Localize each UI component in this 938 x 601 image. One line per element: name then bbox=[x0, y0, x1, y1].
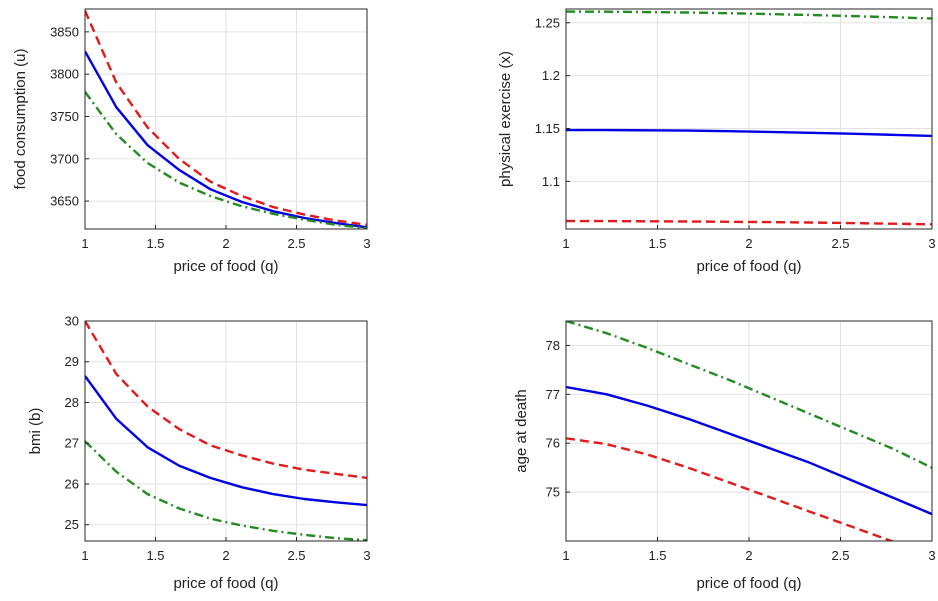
ticks: 1 1.5 2 2.5 3 75 76 77 78 bbox=[546, 338, 936, 563]
y-tick-label: 77 bbox=[546, 387, 560, 402]
x-tick-label: 2 bbox=[222, 236, 229, 251]
series-line-dashdot bbox=[85, 91, 367, 229]
x-tick-label: 2 bbox=[222, 548, 229, 563]
y-axis-label: physical exercise (x) bbox=[497, 51, 514, 187]
series-line-dashed bbox=[566, 219, 932, 226]
x-tick-label: 2.5 bbox=[831, 548, 849, 563]
x-tick-label: 1 bbox=[81, 236, 88, 251]
panel-food-consumption: 1 1.5 2 2.5 3 3650 3700 3750 3800 3850 price of f… bbox=[12, 8, 371, 275]
y-tick-label: 26 bbox=[65, 476, 79, 491]
ticks: 1 1.5 2 2.5 3 3650 3700 3750 3800 3850 bbox=[50, 24, 371, 251]
y-tick-label: 3650 bbox=[50, 194, 79, 209]
x-tick-label: 2 bbox=[745, 236, 752, 251]
y-axis-label: food consumption (u) bbox=[12, 49, 29, 190]
y-tick-label: 3850 bbox=[50, 24, 79, 39]
grid bbox=[565, 321, 933, 541]
y-tick-label: 1.2 bbox=[542, 68, 560, 83]
series-line-dashed bbox=[85, 321, 367, 480]
x-tick-label: 3 bbox=[928, 236, 935, 251]
x-tick-label: 3 bbox=[928, 548, 935, 563]
series-line-dashed bbox=[566, 437, 895, 541]
series-line-dashed bbox=[85, 10, 367, 226]
x-tick-label: 1.5 bbox=[648, 236, 666, 251]
x-tick-label: 1.5 bbox=[648, 548, 666, 563]
x-tick-label: 1.5 bbox=[146, 548, 164, 563]
x-tick-label: 1 bbox=[81, 548, 88, 563]
y-tick-label: 1.25 bbox=[535, 15, 560, 30]
plot-lines bbox=[85, 321, 367, 541]
series-line-solid bbox=[566, 385, 932, 516]
y-axis-label: bmi (b) bbox=[27, 408, 44, 455]
x-tick-label: 2.5 bbox=[831, 236, 849, 251]
series-line-solid bbox=[566, 128, 932, 138]
x-axis-label: price of food (q) bbox=[173, 258, 278, 275]
x-tick-label: 3 bbox=[363, 236, 370, 251]
y-tick-label: 78 bbox=[546, 338, 560, 353]
x-axis-label: price of food (q) bbox=[173, 575, 278, 592]
y-tick-label: 1.15 bbox=[535, 121, 560, 136]
y-tick-label: 3700 bbox=[50, 151, 79, 166]
x-tick-label: 3 bbox=[363, 548, 370, 563]
x-tick-label: 1.5 bbox=[146, 236, 164, 251]
y-tick-label: 25 bbox=[65, 517, 79, 532]
y-axis-label: age at death bbox=[513, 389, 530, 472]
plot-lines bbox=[85, 10, 367, 229]
y-tick-label: 30 bbox=[65, 314, 79, 329]
y-tick-label: 27 bbox=[65, 436, 79, 451]
x-axis-label: price of food (q) bbox=[696, 258, 801, 275]
plot-lines bbox=[566, 321, 932, 541]
y-tick-label: 28 bbox=[65, 395, 79, 410]
y-tick-label: 29 bbox=[65, 354, 79, 369]
series-line-dashdot bbox=[566, 10, 932, 20]
y-tick-label: 75 bbox=[546, 485, 560, 500]
series-line-solid bbox=[85, 50, 367, 229]
x-tick-label: 2.5 bbox=[287, 236, 305, 251]
series-line-dashdot bbox=[85, 440, 367, 541]
y-tick-label: 3800 bbox=[50, 67, 79, 82]
x-tick-label: 2 bbox=[745, 548, 752, 563]
panel-physical-exercise: 1 1.5 2 2.5 3 1.1 1.15 1.2 1.25 price of food (q… bbox=[497, 8, 936, 275]
y-tick-label: 3750 bbox=[50, 109, 79, 124]
ticks: 1 1.5 2 2.5 3 25 26 27 28 29 30 bbox=[65, 314, 371, 564]
x-tick-label: 1 bbox=[562, 236, 569, 251]
x-tick-label: 2.5 bbox=[287, 548, 305, 563]
x-tick-label: 1 bbox=[562, 548, 569, 563]
ticks: 1 1.5 2 2.5 3 1.1 1.15 1.2 1.25 bbox=[535, 15, 936, 251]
series-line-solid bbox=[85, 375, 367, 507]
plot-lines bbox=[566, 10, 932, 226]
series-line-dashdot bbox=[566, 321, 932, 469]
grid bbox=[565, 9, 933, 229]
x-axis-label: price of food (q) bbox=[696, 575, 801, 592]
grid bbox=[84, 320, 368, 541]
y-tick-label: 76 bbox=[546, 436, 560, 451]
y-tick-label: 1.1 bbox=[542, 174, 560, 189]
panel-age-at-death: 1 1.5 2 2.5 3 75 76 77 78 price of food (q) age … bbox=[513, 320, 936, 592]
